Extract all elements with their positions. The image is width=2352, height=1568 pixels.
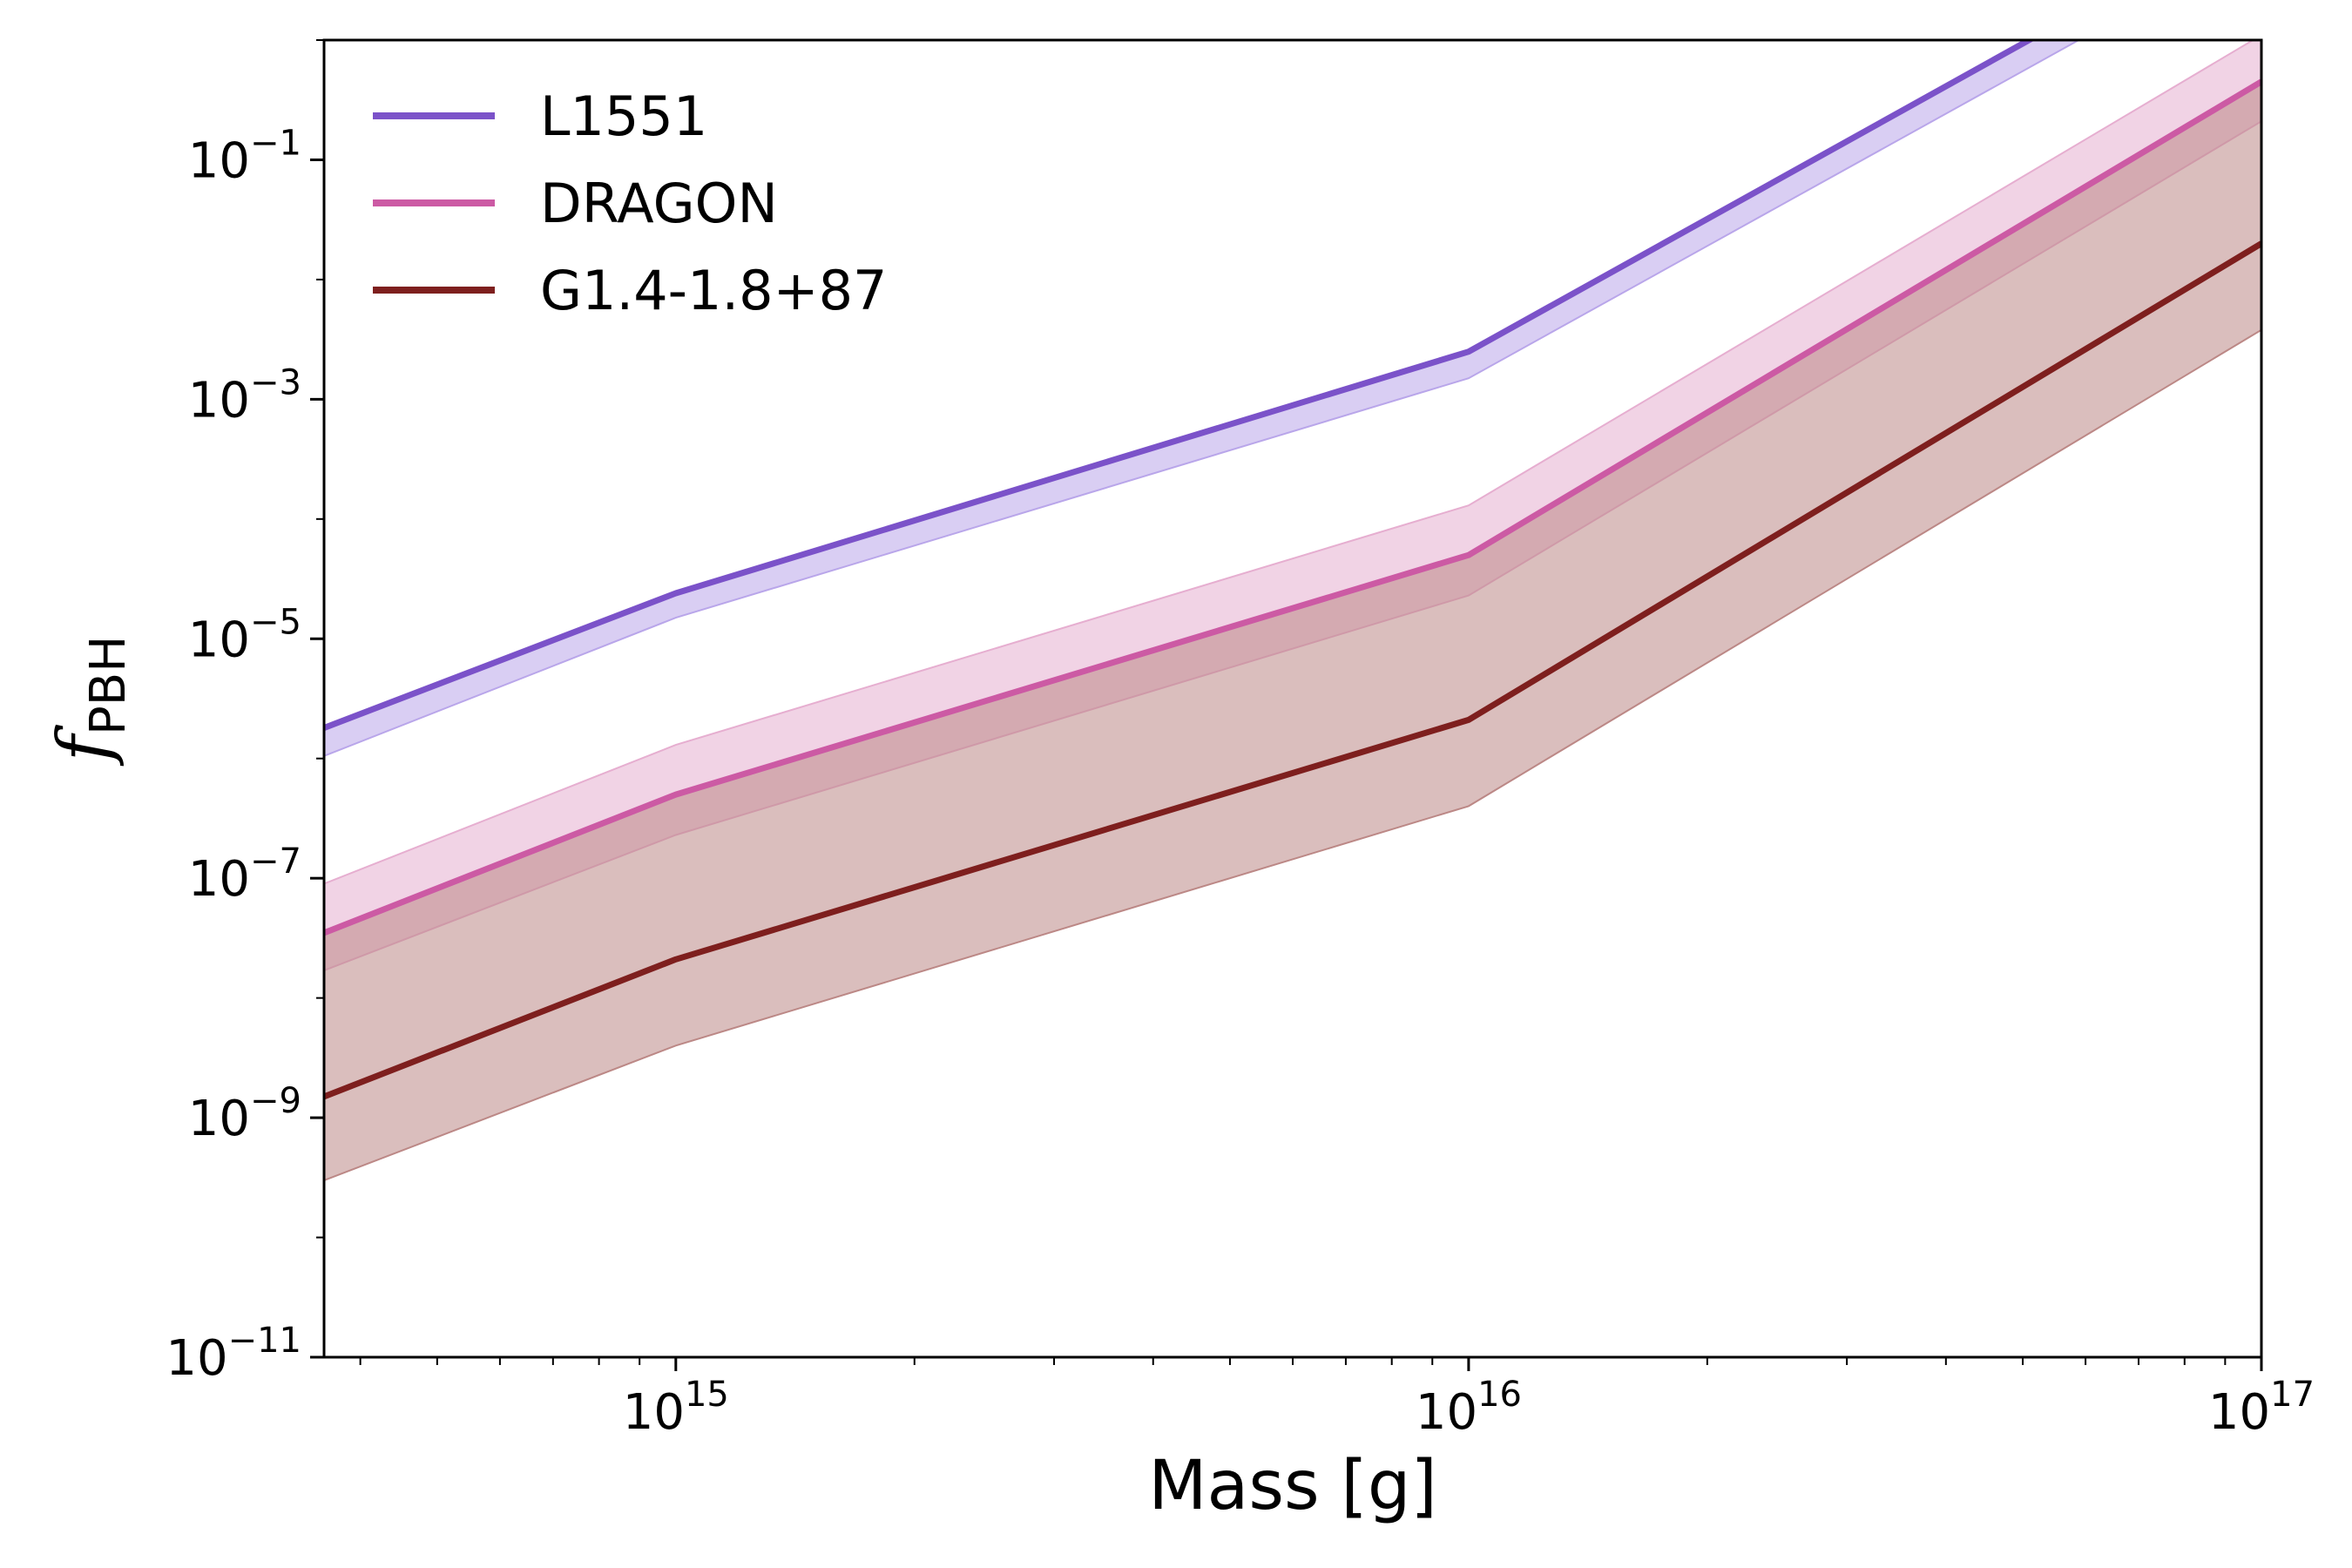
y-axis-ticks: 10−11 10−9 10−7 10−5 10−3 10−1 [166, 39, 324, 1387]
x-tick-label: 1016 [1416, 1375, 1522, 1441]
y-tick-label: 10−1 [188, 123, 301, 189]
y-tick-label: 10−11 [166, 1321, 301, 1387]
line-l1551 [324, 40, 2036, 731]
legend: L1551 DRAGON G1.4-1.8+87 [373, 84, 887, 322]
line-g1-4-1-8-87 [324, 240, 2261, 1100]
y-axis-label-sub: PBH [80, 636, 137, 735]
x-tick-label: 1015 [623, 1375, 729, 1441]
legend-label-g1-4-1-8-87: G1.4-1.8+87 [540, 259, 887, 322]
series-lines [324, 40, 2261, 1100]
x-axis-label: Mass [g] [1148, 1447, 1437, 1525]
y-tick-label: 10−9 [188, 1081, 301, 1147]
y-tick-label: 10−5 [188, 602, 301, 668]
y-axis-label: fPBH [44, 636, 137, 767]
x-tick-label: 1017 [2208, 1375, 2315, 1441]
legend-label-dragon: DRAGON [540, 172, 778, 235]
x-axis-ticks: 1015 1016 1017 [359, 1357, 2315, 1441]
y-tick-label: 10−3 [188, 362, 301, 429]
legend-label-l1551: L1551 [540, 84, 707, 148]
y-tick-label: 10−7 [188, 841, 301, 908]
line-dragon [324, 78, 2261, 936]
